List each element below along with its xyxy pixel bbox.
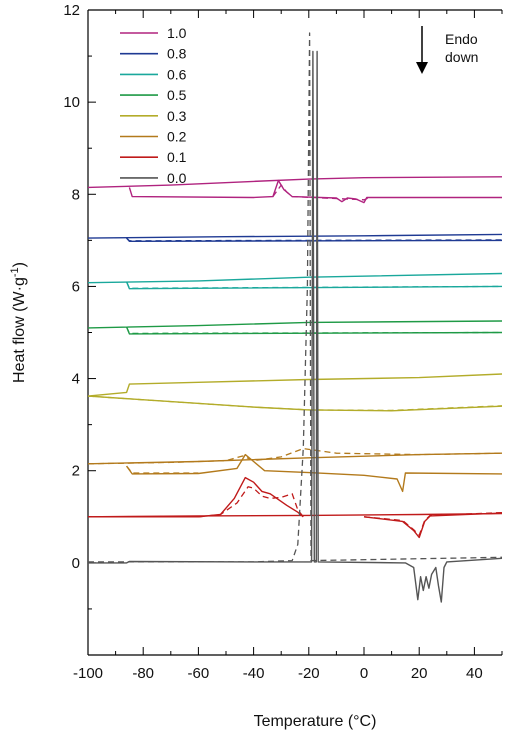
series-0.0 bbox=[88, 32, 503, 603]
series-solid-line bbox=[87, 272, 503, 284]
series-solid-line bbox=[87, 373, 503, 397]
legend-label: 0.1 bbox=[167, 149, 187, 165]
series-solid-line bbox=[363, 512, 503, 539]
legend: 1.0 0.8 0.6 0.5 0.3 0.2 0.1 0.0 bbox=[120, 25, 187, 186]
series-solid-line bbox=[88, 476, 304, 518]
y-tick-label: 4 bbox=[72, 371, 80, 388]
x-axis-title: Temperature (°C) bbox=[254, 713, 377, 730]
series-solid-line bbox=[125, 281, 503, 290]
x-tick-label: 40 bbox=[466, 665, 483, 682]
legend-label: 1.0 bbox=[167, 25, 187, 41]
series-solid-line bbox=[125, 326, 503, 335]
y-tick-label: 2 bbox=[72, 463, 80, 480]
legend-label: 0.0 bbox=[167, 170, 187, 186]
series-dashed-line bbox=[272, 184, 370, 201]
series-solid-line bbox=[126, 237, 503, 242]
endo-annotation-text: Endo bbox=[445, 31, 478, 47]
series-solid-line bbox=[128, 179, 502, 204]
series-0.2 bbox=[87, 447, 503, 493]
x-tick-label: -40 bbox=[243, 665, 265, 682]
series-solid-line bbox=[87, 233, 503, 239]
endo-annotation-text: down bbox=[445, 49, 478, 65]
legend-label: 0.2 bbox=[167, 129, 187, 145]
series-dashed-line bbox=[88, 32, 503, 563]
series-dashed-line bbox=[87, 447, 503, 465]
series-solid-line bbox=[87, 452, 503, 465]
axes: -100 -80 -60 -40 -20 0 20 40 0 2 4 6 8 10 12 Temperatur… bbox=[9, 2, 503, 730]
x-tick-label: 20 bbox=[411, 665, 428, 682]
legend-label: 0.6 bbox=[167, 66, 187, 82]
series-solid-line bbox=[87, 395, 503, 412]
series-0.1 bbox=[87, 476, 503, 539]
series-1.0 bbox=[87, 176, 503, 204]
endo-annotation: Endo down bbox=[416, 26, 478, 74]
x-tick-label: -20 bbox=[298, 665, 320, 682]
series-0.5 bbox=[87, 320, 503, 335]
series-dashed-line bbox=[126, 465, 199, 474]
series-dashed-line bbox=[198, 486, 304, 518]
legend-label: 0.8 bbox=[167, 46, 187, 62]
series-0.6 bbox=[87, 272, 503, 290]
y-tick-label: 6 bbox=[72, 278, 80, 295]
y-tick-label: 12 bbox=[63, 2, 80, 19]
legend-label: 0.3 bbox=[167, 108, 187, 124]
y-axis-title: Heat flow (W·g-1) bbox=[9, 262, 28, 383]
y-tick-label: 0 bbox=[72, 555, 80, 572]
series-solid-line bbox=[87, 176, 503, 189]
x-tick-label: -100 bbox=[73, 665, 103, 682]
series-0.8 bbox=[87, 233, 503, 242]
x-tick-label: -80 bbox=[132, 665, 154, 682]
endo-arrow-head bbox=[416, 62, 428, 74]
series-lines bbox=[87, 32, 503, 603]
x-tick-label: -60 bbox=[188, 665, 210, 682]
y-tick-label: 8 bbox=[72, 186, 80, 203]
series-solid-line bbox=[88, 50, 503, 603]
x-tick-label: 0 bbox=[360, 665, 368, 682]
legend-label: 0.5 bbox=[167, 87, 187, 103]
series-solid-line bbox=[126, 453, 503, 493]
y-tick-label: 10 bbox=[63, 94, 80, 111]
series-0.3 bbox=[87, 373, 503, 412]
series-solid-line bbox=[87, 320, 503, 329]
